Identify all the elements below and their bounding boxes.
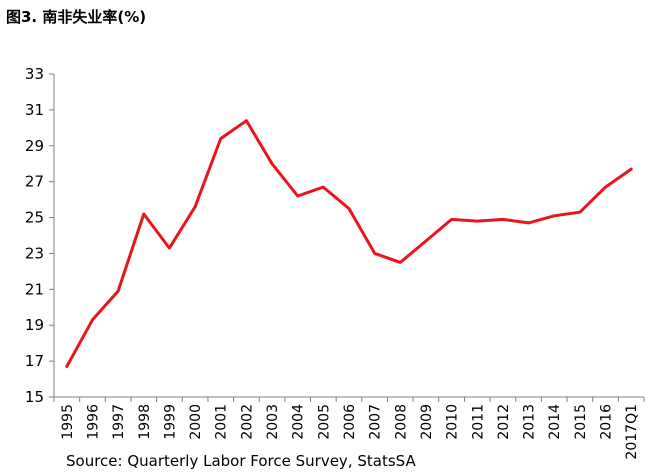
- x-tick-label: 2014: [547, 404, 563, 440]
- x-tick-label: 2016: [599, 404, 615, 440]
- data-point: [629, 167, 633, 171]
- chart-axes: [53, 74, 644, 398]
- y-tick-label: 15: [25, 388, 44, 406]
- data-point: [270, 162, 274, 165]
- y-tick-label: 29: [25, 137, 44, 155]
- data-point: [168, 246, 171, 250]
- x-tick-label: 2008: [393, 404, 409, 440]
- y-tick-label: 23: [25, 244, 44, 262]
- y-tick-label: 25: [25, 209, 44, 227]
- x-tick-label: 1999: [162, 404, 178, 440]
- y-tick-label: 31: [25, 101, 44, 119]
- data-point: [604, 185, 607, 189]
- data-point: [296, 194, 299, 198]
- data-point: [450, 218, 453, 221]
- data-point: [219, 137, 222, 140]
- data-point: [527, 221, 530, 225]
- x-tick-label: 1995: [60, 404, 76, 440]
- x-tick-label: 2002: [239, 404, 255, 440]
- x-tick-label: 2007: [368, 404, 384, 440]
- data-point: [578, 210, 582, 214]
- source-note: Source: Quarterly Labor Force Survey, St…: [66, 452, 416, 470]
- data-point: [553, 214, 556, 217]
- x-tick-label: 2006: [342, 404, 358, 440]
- x-tick-label: 2001: [214, 404, 230, 440]
- data-point: [373, 252, 376, 255]
- data-point: [142, 212, 145, 216]
- data-point: [322, 185, 325, 189]
- x-tick-label: 2003: [265, 404, 281, 440]
- y-tick-label: 21: [25, 280, 44, 298]
- data-point: [501, 218, 505, 221]
- data-point: [193, 205, 197, 208]
- series-line: [65, 119, 633, 368]
- y-axis-ticks: 15 17 19 21 23 25 27 29 31 33: [25, 65, 54, 406]
- data-point: [116, 289, 120, 293]
- data-point: [399, 261, 402, 264]
- x-tick-label: 2005: [316, 404, 332, 440]
- x-tick-label: 2009: [419, 404, 435, 440]
- data-point: [476, 219, 479, 223]
- x-tick-label: 2017Q1: [624, 404, 640, 460]
- y-tick-label: 17: [25, 352, 44, 370]
- y-tick-label: 33: [25, 65, 44, 83]
- x-tick-label: 2011: [470, 404, 486, 440]
- data-point: [245, 119, 248, 122]
- chart-title: 图3. 南非失业率(%): [6, 8, 147, 26]
- data-point: [91, 318, 94, 322]
- x-tick-label: 2010: [445, 404, 461, 440]
- data-point: [424, 239, 428, 243]
- data-point: [347, 207, 351, 210]
- x-tick-label: 2013: [522, 404, 538, 440]
- x-axis-ticks: 1995 1996 1997 1998 1999 2000 2001 2002 2003 2004…: [53, 397, 645, 460]
- y-tick-label: 27: [25, 173, 44, 191]
- x-tick-label: 1998: [137, 404, 153, 440]
- data-point: [65, 365, 69, 368]
- x-tick-label: 2012: [496, 404, 512, 440]
- x-tick-label: 1996: [85, 404, 101, 440]
- x-tick-label: 2000: [188, 404, 204, 440]
- x-tick-label: 2004: [291, 404, 307, 440]
- y-tick-label: 19: [25, 316, 44, 334]
- x-tick-label: 1997: [111, 404, 127, 440]
- x-tick-label: 2015: [573, 404, 589, 440]
- series-group: [65, 119, 633, 368]
